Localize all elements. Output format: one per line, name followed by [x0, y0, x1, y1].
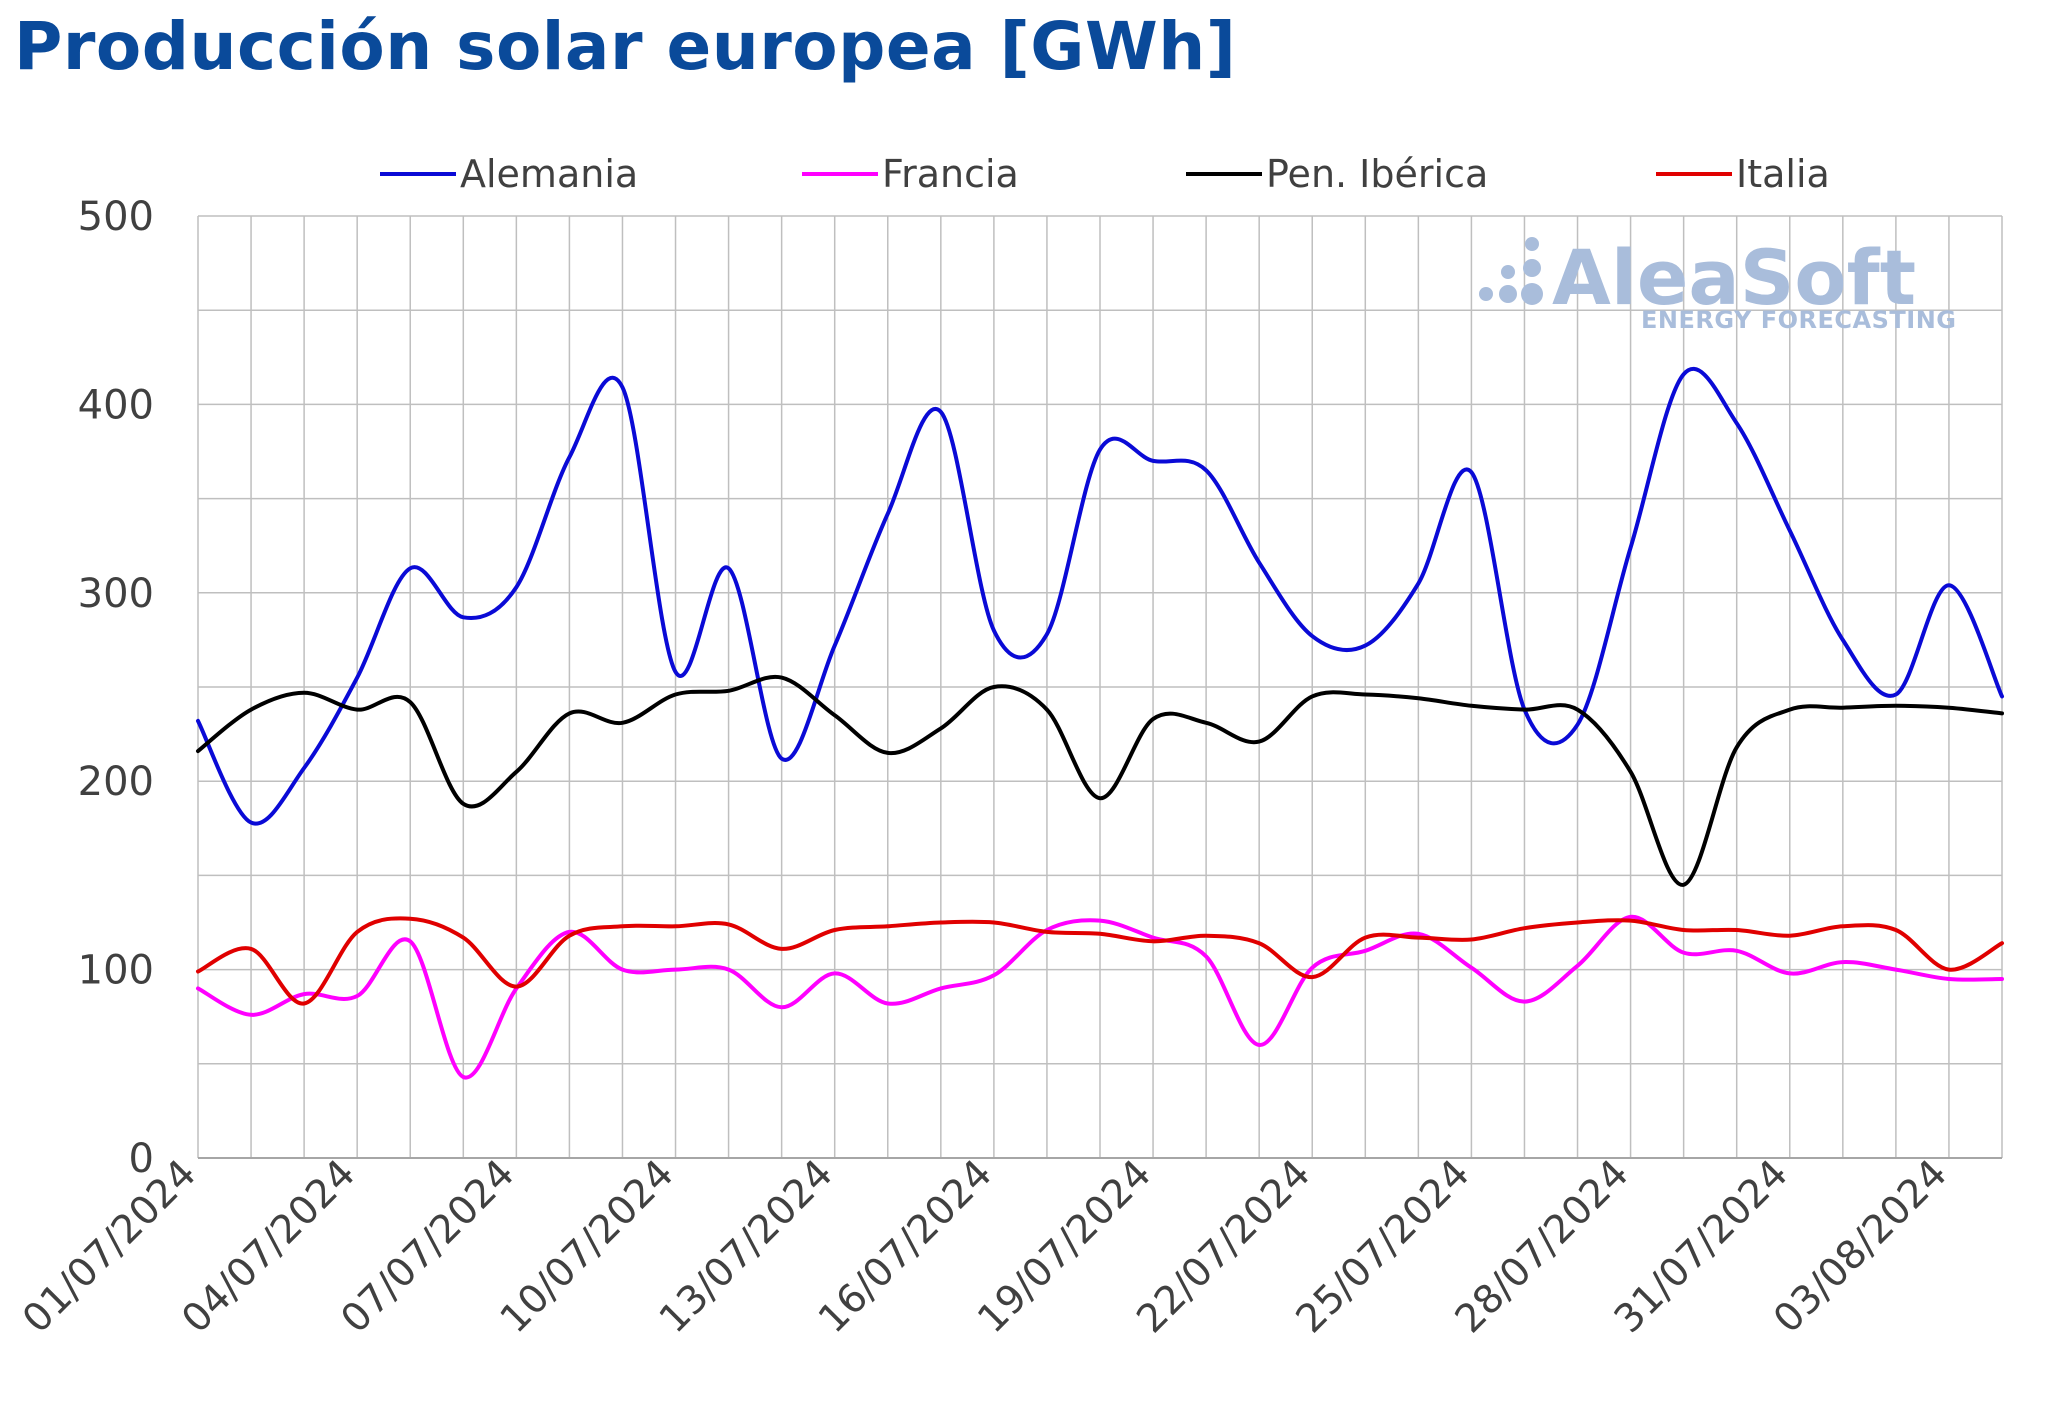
- y-tick-label: 300: [78, 571, 154, 617]
- legend-label-alemania: Alemania: [460, 152, 638, 196]
- grid-lines: [197, 215, 2003, 1159]
- series-line-francia: [196, 914, 2004, 1080]
- chart-title: Producción solar europea [GWh]: [14, 8, 1237, 85]
- y-tick-label: 400: [78, 382, 154, 428]
- watermark-tagline: ENERGY FORECASTING: [1641, 306, 1957, 334]
- aleasoft-logo-icon: [1479, 237, 1543, 305]
- aleasoft-watermark: AleaSoft ENERGY FORECASTING: [1479, 233, 1957, 334]
- series-lines: [196, 366, 2004, 1080]
- y-tick-label: 100: [78, 948, 154, 994]
- y-axis-ticks: 0 100 200 300 400 500: [78, 194, 154, 1182]
- x-tick-label: 03/08/2024: [1765, 1151, 1956, 1342]
- y-tick-label: 500: [78, 194, 154, 240]
- y-tick-label: 200: [78, 759, 154, 805]
- series-line-italia: [196, 916, 2004, 1006]
- x-axis-ticks: 01/07/202404/07/202407/07/202410/07/2024…: [14, 1151, 1956, 1342]
- watermark-brand: AleaSoft: [1552, 233, 1916, 322]
- legend-label-italia: Italia: [1736, 152, 1830, 196]
- legend: Alemania Francia Pen. Ibérica Italia: [380, 152, 1830, 196]
- series-line-alemania: [196, 366, 2004, 826]
- series-line-pen-ib-rica: [196, 674, 2004, 887]
- y-tick-label: 0: [129, 1136, 154, 1182]
- legend-label-pen-ib-rica: Pen. Ibérica: [1266, 152, 1488, 196]
- legend-label-francia: Francia: [882, 152, 1019, 196]
